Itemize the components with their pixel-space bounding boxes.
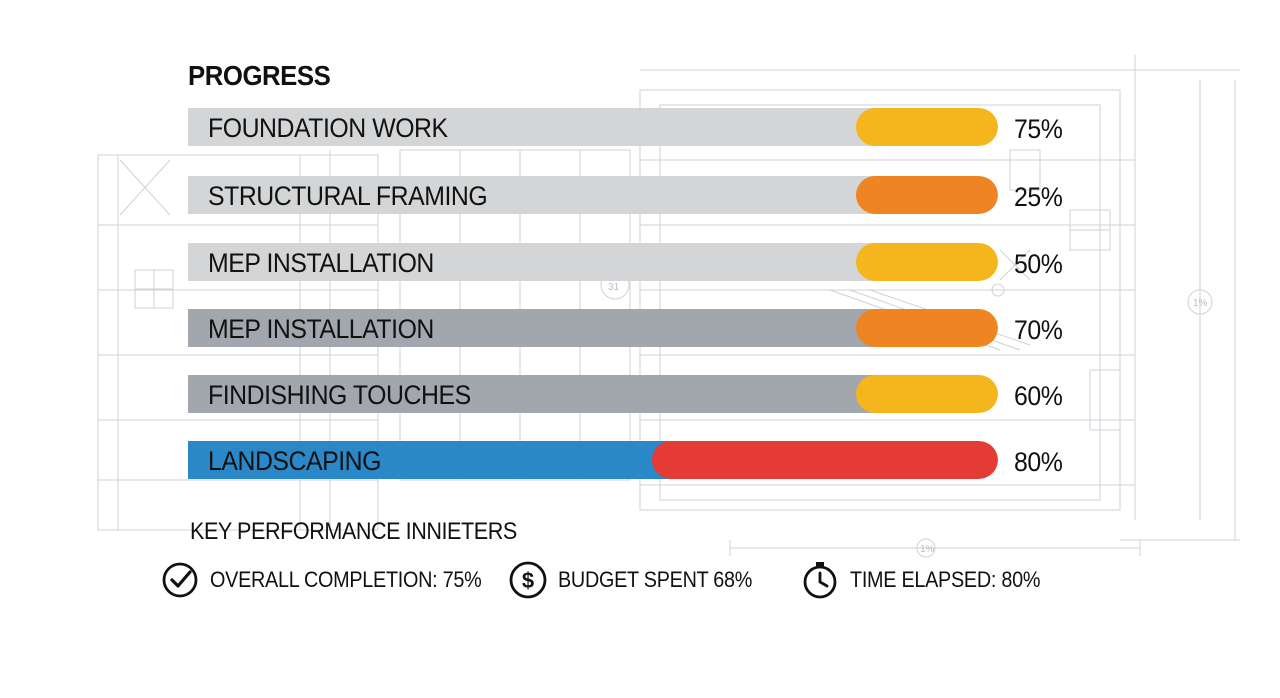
bar-base-segment: [188, 441, 672, 479]
kpi-overall-completion: OVERALL COMPLETION: 75%: [160, 558, 512, 602]
bar-accent-segment: [856, 176, 998, 214]
blueprint-mark-c: 1%: [920, 544, 935, 555]
bar-accent-segment: [856, 309, 998, 347]
svg-text:$: $: [522, 568, 534, 593]
bar-base-segment: [188, 176, 876, 214]
bar-track: [188, 243, 998, 281]
dollar-circle-icon: $: [509, 561, 547, 599]
bar-base-segment: [188, 243, 876, 281]
bar-value-label: 75%: [1014, 114, 1063, 144]
bar-value-label: 70%: [1014, 315, 1063, 345]
bar-accent-segment: [856, 108, 998, 146]
bar-row: FOUNDATION WORK 75%: [188, 108, 1088, 146]
bar-value-label: 80%: [1014, 447, 1063, 477]
bar-base-segment: [188, 309, 876, 347]
bar-track: [188, 108, 998, 146]
stopwatch-icon: [803, 562, 837, 599]
bar-accent-segment: [856, 243, 998, 281]
chart-title: PROGRESS: [188, 60, 331, 91]
bar-row: STRUCTURAL FRAMING 25%: [188, 176, 1088, 214]
kpi-time-elapsed-text: TIME ELAPSED: 80%: [850, 567, 1041, 592]
check-circle-icon: [162, 562, 198, 598]
bar-value-label: 25%: [1014, 182, 1063, 212]
bar-row: LANDSCAPING 80%: [188, 441, 1088, 479]
bar-track: [188, 309, 998, 347]
bar-track: [188, 375, 998, 413]
kpi-budget-spent: $ BUDGET SPENT 68%: [508, 558, 774, 602]
bar-track: [188, 441, 998, 479]
bar-label: MEP INSTALLATION: [208, 248, 434, 278]
blueprint-mark-b: 1%: [1193, 298, 1208, 309]
bar-base-segment: [188, 375, 876, 413]
kpi-title: KEY PERFORMANCE INNIETERS: [190, 518, 517, 545]
bar-row: MEP INSTALLATION 70%: [188, 309, 1088, 347]
bar-label: LANDSCAPING: [208, 446, 382, 476]
blueprint-mark-a: 31: [608, 282, 620, 293]
bar-label: FINDISHING TOUCHES: [208, 380, 471, 410]
bar-accent-segment: [856, 375, 998, 413]
bar-value-label: 60%: [1014, 381, 1063, 411]
bar-row: MEP INSTALLATION 50%: [188, 243, 1088, 281]
bar-label: FOUNDATION WORK: [208, 113, 448, 143]
bar-row: FINDISHING TOUCHES 60%: [188, 375, 1088, 413]
bar-track: [188, 176, 998, 214]
kpi-overall-completion-text: OVERALL COMPLETION: 75%: [210, 567, 482, 592]
bar-accent-segment: [652, 441, 998, 479]
bar-base-segment: [188, 108, 876, 146]
bar-label: MEP INSTALLATION: [208, 314, 434, 344]
kpi-time-elapsed: TIME ELAPSED: 80%: [800, 558, 1061, 602]
kpi-budget-spent-text: BUDGET SPENT 68%: [558, 567, 753, 592]
bar-label: STRUCTURAL FRAMING: [208, 181, 488, 211]
bar-value-label: 50%: [1014, 249, 1063, 279]
